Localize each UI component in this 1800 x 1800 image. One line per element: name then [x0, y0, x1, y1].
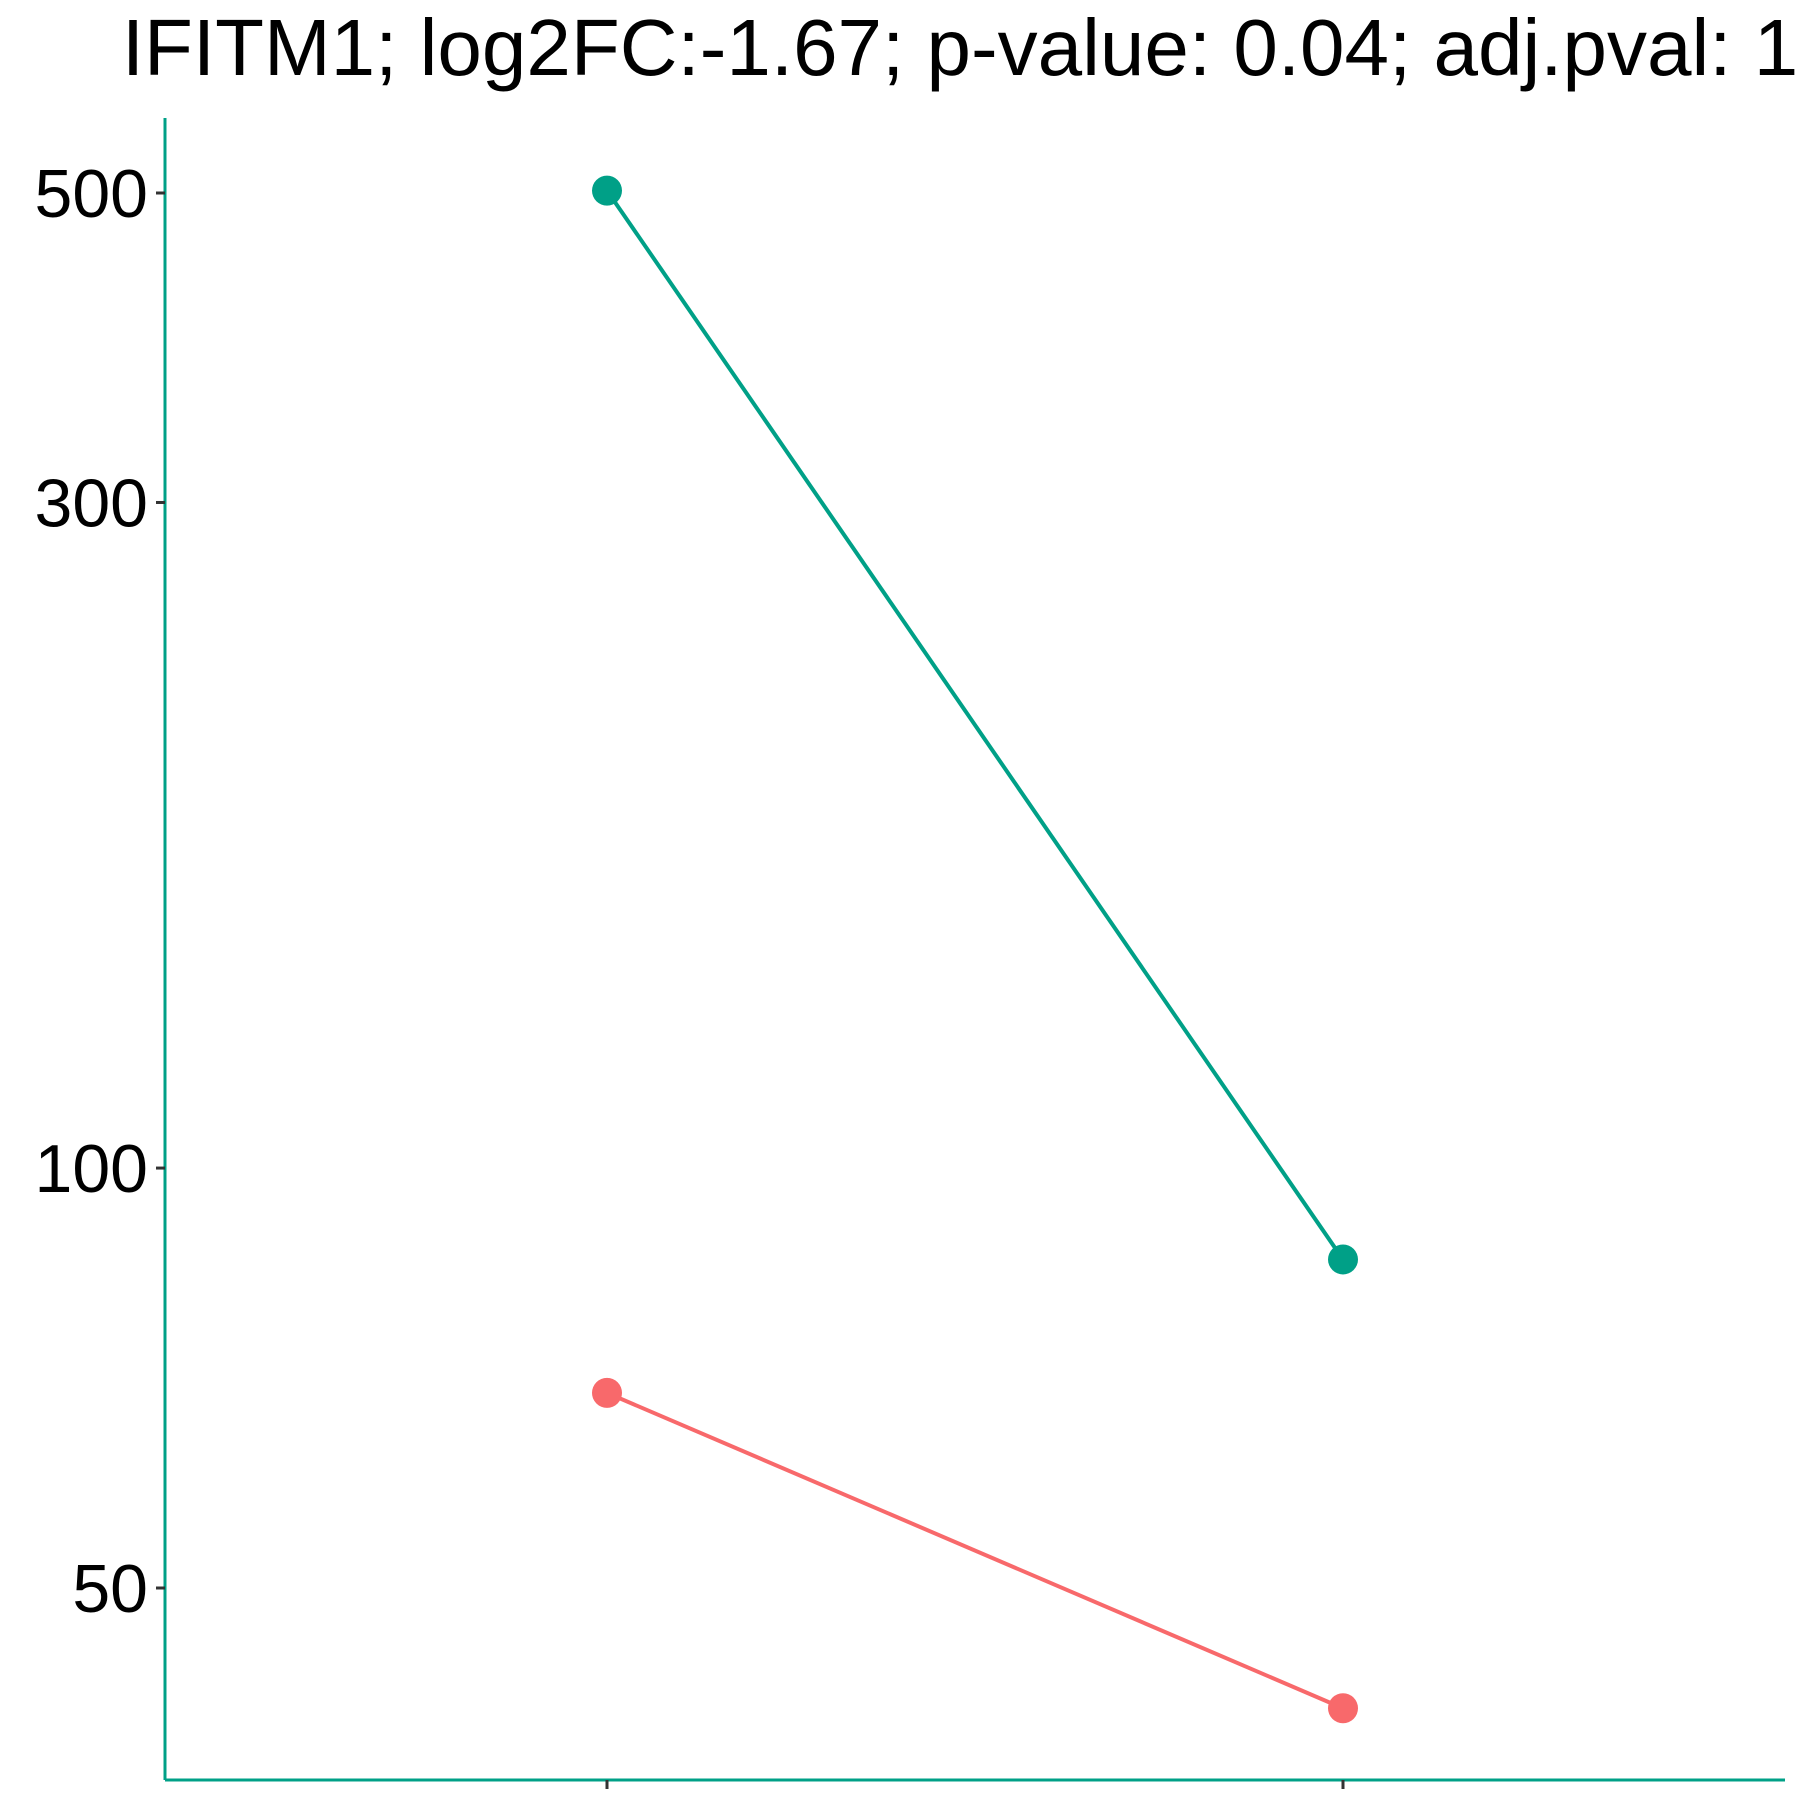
y-tick-label-300: 300	[35, 465, 148, 541]
y-tick-label-50: 50	[72, 1551, 148, 1627]
series-line-2	[606, 1391, 1344, 1711]
data-point-s2-1	[592, 1377, 622, 1408]
y-tick-label-100: 100	[35, 1131, 148, 1207]
data-point-s1-2	[1328, 1244, 1358, 1275]
chart-title: IFITM1; log2FC:-1.67; p-value: 0.04; adj…	[122, 3, 1798, 92]
data-point-s2-2	[1328, 1693, 1358, 1724]
plot-area: 50 100 300 500	[35, 118, 1785, 1789]
y-tick-label-500: 500	[35, 156, 148, 232]
data-point-s1-1	[592, 175, 622, 206]
series-line-1	[605, 189, 1345, 1261]
